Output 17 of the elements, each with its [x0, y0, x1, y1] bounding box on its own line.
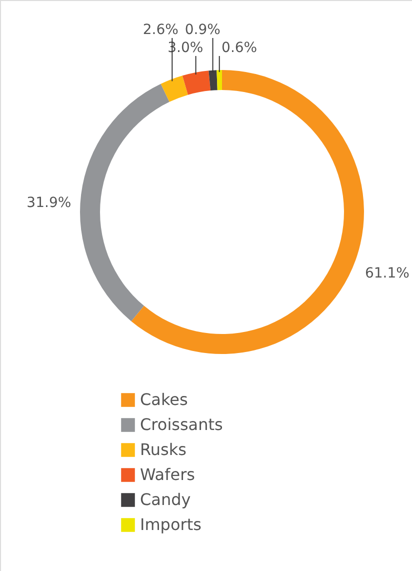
legend-label: Rusks: [140, 440, 186, 459]
donut-slice: [216, 70, 222, 90]
data-label: 0.9%: [184, 22, 220, 38]
legend-label: Candy: [140, 490, 191, 509]
donut-slice: [131, 70, 364, 354]
legend-label: Wafers: [140, 465, 195, 484]
donut-slice: [160, 76, 188, 102]
data-label: 2.6%: [142, 22, 178, 38]
data-label: 31.9%: [26, 195, 72, 212]
data-label: 61.1%: [364, 266, 410, 282]
donut-slice: [182, 70, 211, 95]
legend-label: Imports: [140, 515, 202, 534]
legend-label: Croissants: [140, 415, 223, 434]
legend-label: Cakes: [140, 390, 188, 409]
donut-slice: [208, 70, 218, 91]
data-label: 0.6%: [222, 40, 258, 56]
donut-slice: [80, 84, 170, 322]
